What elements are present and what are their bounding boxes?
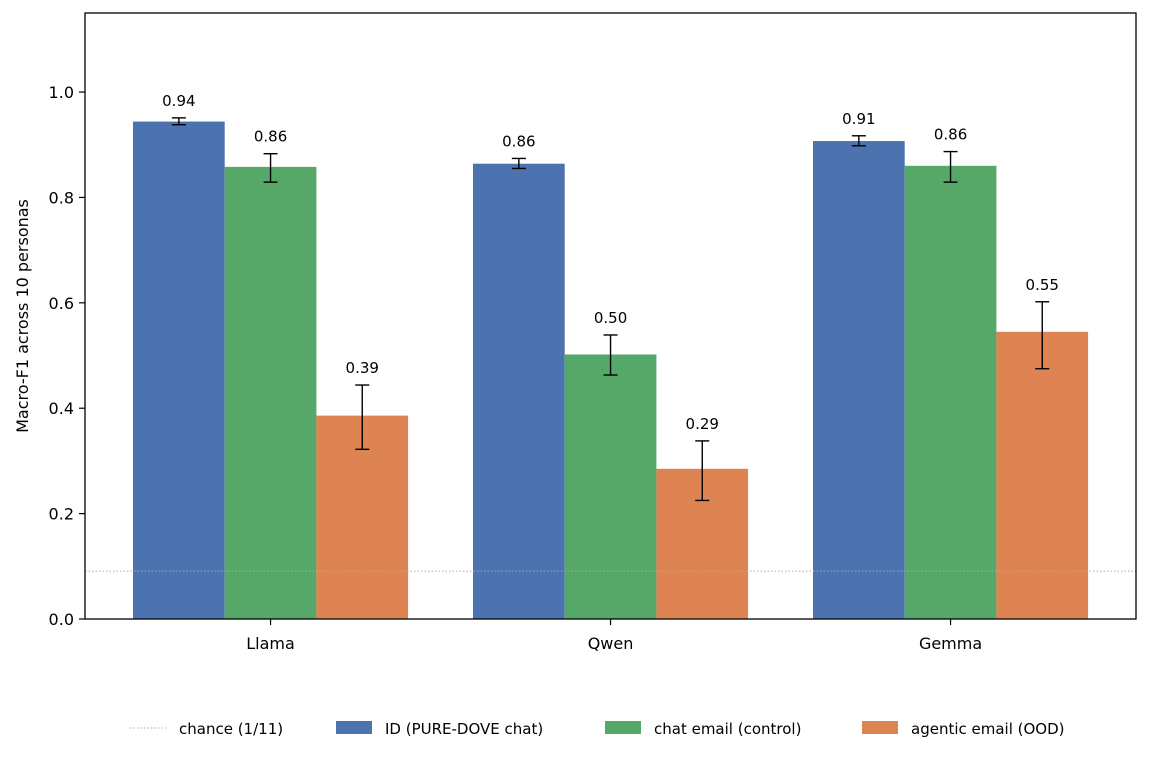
- value-labels-layer: 0.94 0.86 0.91 0.86 0.50 0.86 0.39 0.29 0.55: [162, 92, 1059, 433]
- x-tick-label: Llama: [246, 634, 295, 653]
- y-tick-label: 0.2: [49, 505, 74, 524]
- bars-layer: [133, 121, 1089, 620]
- legend-label: ID (PURE-DOVE chat): [385, 720, 543, 738]
- y-tick-label: 0.4: [49, 399, 74, 418]
- data-label: 0.86: [254, 128, 287, 146]
- data-label: 0.86: [502, 132, 535, 150]
- legend-label: agentic email (OOD): [911, 720, 1065, 738]
- data-label: 0.86: [934, 126, 967, 144]
- legend-label: chat email (control): [654, 720, 801, 738]
- bar: [813, 141, 905, 620]
- bar: [473, 163, 565, 619]
- legend-swatch: [862, 721, 898, 734]
- bar: [904, 165, 997, 620]
- axis-layer: 0.0 0.2 0.4 0.6 0.8 1.0 Llama Qwen Gemma: [49, 83, 983, 653]
- data-label: 0.50: [594, 309, 627, 327]
- legend: chance (1/11) ID (PURE-DOVE chat) chat ema…: [130, 720, 1065, 738]
- legend-swatch: [336, 721, 372, 734]
- data-label: 0.55: [1026, 276, 1059, 294]
- y-tick-label: 0.8: [49, 188, 74, 207]
- bar: [224, 166, 317, 619]
- data-label: 0.39: [346, 359, 379, 377]
- data-label: 0.91: [842, 110, 875, 128]
- errorbars-layer: [171, 117, 1050, 502]
- legend-swatch: [605, 721, 641, 734]
- bar: [564, 354, 657, 619]
- data-label: 0.29: [686, 415, 719, 433]
- data-label: 0.94: [162, 92, 195, 110]
- x-tick-label: Gemma: [919, 634, 982, 653]
- y-tick-label: 0.0: [49, 610, 74, 629]
- x-tick-label: Qwen: [588, 634, 634, 653]
- y-tick-label: 1.0: [49, 83, 74, 102]
- bar: [133, 121, 225, 620]
- legend-label: chance (1/11): [179, 720, 283, 738]
- bar: [996, 331, 1089, 619]
- y-axis-title: Macro-F1 across 10 personas: [13, 199, 32, 433]
- y-tick-label: 0.6: [49, 294, 74, 313]
